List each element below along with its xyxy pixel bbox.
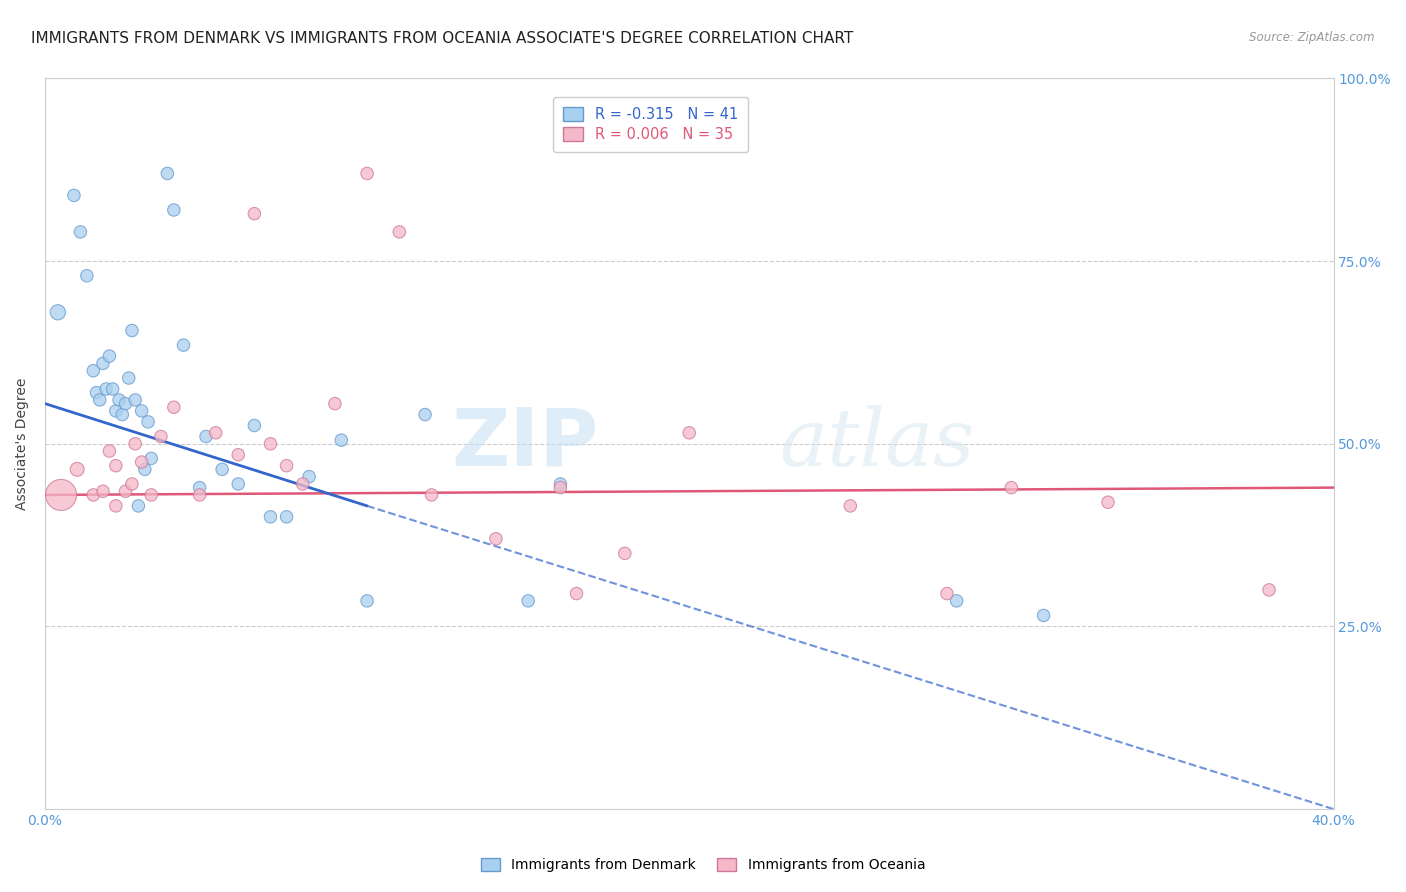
Point <box>108 392 131 407</box>
Point <box>204 425 226 440</box>
Point <box>127 499 149 513</box>
Point <box>104 458 127 473</box>
Point <box>188 481 211 495</box>
Y-axis label: Associate's Degree: Associate's Degree <box>15 377 30 510</box>
Point <box>839 499 862 513</box>
Point <box>243 418 266 433</box>
Point <box>89 392 111 407</box>
Point <box>96 382 118 396</box>
Point <box>49 488 72 502</box>
Point <box>63 188 86 202</box>
Point <box>91 484 114 499</box>
Point <box>413 408 436 422</box>
Point <box>517 594 540 608</box>
Point <box>163 401 186 415</box>
Point <box>163 202 186 217</box>
Point <box>141 488 163 502</box>
Point <box>226 477 249 491</box>
Legend: Immigrants from Denmark, Immigrants from Oceania: Immigrants from Denmark, Immigrants from… <box>475 853 931 878</box>
Point <box>46 305 69 319</box>
Point <box>114 396 136 410</box>
Point <box>104 499 127 513</box>
Text: Source: ZipAtlas.com: Source: ZipAtlas.com <box>1250 31 1375 45</box>
Point <box>156 166 179 180</box>
Point <box>356 594 378 608</box>
Point <box>76 268 98 283</box>
Point <box>134 462 156 476</box>
Point <box>98 444 121 458</box>
Point <box>298 469 321 483</box>
Point <box>291 477 314 491</box>
Point <box>195 429 218 443</box>
Point <box>356 166 378 180</box>
Text: IMMIGRANTS FROM DENMARK VS IMMIGRANTS FROM OCEANIA ASSOCIATE'S DEGREE CORRELATIO: IMMIGRANTS FROM DENMARK VS IMMIGRANTS FR… <box>31 31 853 46</box>
Point <box>101 382 124 396</box>
Point <box>141 451 163 466</box>
Point <box>1258 582 1281 597</box>
Point <box>550 481 572 495</box>
Point <box>1097 495 1119 509</box>
Point <box>173 338 195 352</box>
Point <box>226 448 249 462</box>
Point <box>188 488 211 502</box>
Point <box>124 437 146 451</box>
Point <box>936 586 959 600</box>
Point <box>66 462 89 476</box>
Point <box>91 356 114 370</box>
Point <box>82 364 104 378</box>
Point <box>131 455 153 469</box>
Point <box>678 425 700 440</box>
Point <box>276 458 298 473</box>
Point <box>104 404 127 418</box>
Point <box>211 462 233 476</box>
Point <box>124 392 146 407</box>
Point <box>114 484 136 499</box>
Point <box>565 586 588 600</box>
Point <box>243 207 266 221</box>
Point <box>82 488 104 502</box>
Point <box>136 415 159 429</box>
Legend: R = -0.315   N = 41, R = 0.006   N = 35: R = -0.315 N = 41, R = 0.006 N = 35 <box>553 96 748 153</box>
Point <box>259 509 281 524</box>
Point <box>69 225 91 239</box>
Point <box>276 509 298 524</box>
Point <box>420 488 443 502</box>
Point <box>485 532 508 546</box>
Point <box>259 437 281 451</box>
Point <box>121 477 143 491</box>
Point <box>131 404 153 418</box>
Text: atlas: atlas <box>779 405 974 483</box>
Point <box>945 594 967 608</box>
Point <box>1000 481 1022 495</box>
Point <box>550 477 572 491</box>
Point <box>98 349 121 363</box>
Point <box>1032 608 1054 623</box>
Point <box>118 371 141 385</box>
Point <box>149 429 172 443</box>
Point <box>323 396 346 410</box>
Point <box>111 408 134 422</box>
Point <box>330 433 353 447</box>
Point <box>121 324 143 338</box>
Point <box>613 546 636 560</box>
Point <box>388 225 411 239</box>
Point <box>86 385 108 400</box>
Text: ZIP: ZIP <box>451 405 599 483</box>
